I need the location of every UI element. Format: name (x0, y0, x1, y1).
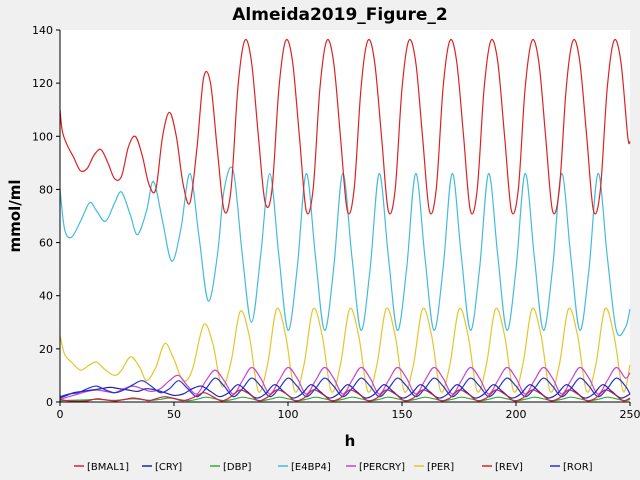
legend: [BMAL1] [CRY] [DBP] [E4BP4] [PERCRY] [PER] [RE… (74, 462, 593, 473)
y-tick-label: 120 (32, 77, 53, 90)
y-tick-label: 140 (32, 24, 53, 37)
legend-label-per: [PER] (427, 462, 454, 473)
y-tick-label: 60 (39, 237, 53, 250)
series-line-dbp (59, 396, 631, 402)
x-tick-label: 200 (506, 408, 527, 421)
x-tick-label: 100 (278, 408, 299, 421)
y-tick-label: 100 (32, 130, 53, 143)
x-axis-label: h (345, 432, 356, 450)
y-tick-label: 80 (39, 183, 53, 196)
legend-label-ror: [ROR] (563, 462, 593, 473)
legend-label-rev: [REV] (495, 462, 523, 473)
series-layer (59, 38, 631, 402)
series-line-per (59, 307, 631, 393)
y-tick-label: 40 (39, 290, 53, 303)
y-tick-label: 0 (46, 396, 53, 409)
series-line-rev (59, 38, 631, 215)
chart-title: Almeida2019_Figure_2 (232, 5, 447, 25)
y-axis-label: mmol/ml (6, 180, 24, 253)
x-tick-label: 250 (620, 408, 640, 421)
ticks-layer: 0 50 100 150 200 250 0 20 40 60 80 100 120 140 (32, 24, 640, 421)
legend-label-cry: [CRY] (155, 462, 182, 473)
legend-label-dbp: [DBP] (223, 462, 251, 473)
series-line-ror (59, 377, 631, 398)
y-tick-label: 20 (39, 343, 53, 356)
x-tick-label: 0 (57, 408, 64, 421)
legend-label-e4bp4: [E4BP4] (291, 462, 331, 473)
x-tick-label: 50 (167, 408, 181, 421)
legend-label-bmal1: [BMAL1] (87, 462, 129, 473)
plot-area (60, 30, 630, 402)
x-tick-label: 150 (392, 408, 413, 421)
series-line-e4bp4 (59, 166, 631, 337)
legend-label-percry: [PERCRY] (359, 462, 405, 473)
series-line-bmal1 (59, 389, 631, 402)
series-line-cry (59, 384, 631, 399)
